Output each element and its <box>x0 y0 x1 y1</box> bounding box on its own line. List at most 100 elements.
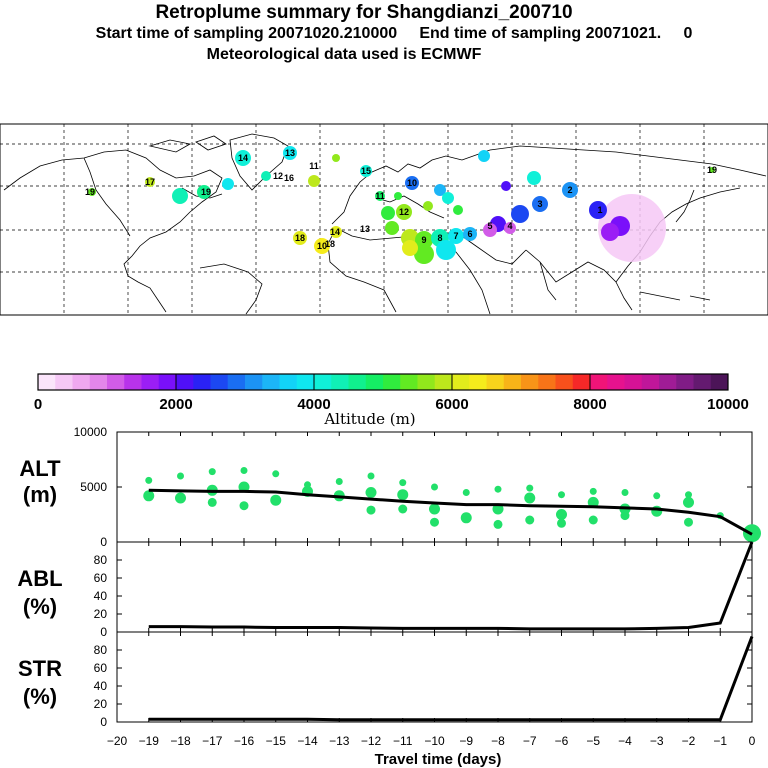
colorbar-cell <box>365 374 384 390</box>
colorbar-tick-label: 8000 <box>573 396 606 413</box>
trajectory-day-label: 12 <box>399 207 409 217</box>
colorbar-cell <box>659 374 677 390</box>
trajectory-day-label: 11 <box>375 191 385 201</box>
series-line-str <box>148 635 754 722</box>
y-tick-label: 20 <box>94 607 108 621</box>
colorbar-cell <box>55 374 73 390</box>
trajectory-day-label: 8 <box>437 233 442 243</box>
colorbar-cell <box>176 374 194 390</box>
x-tick-label: −4 <box>618 734 632 748</box>
trajectory-cluster-dot <box>436 240 456 260</box>
trajectory-day-label: 10 <box>407 178 417 188</box>
trajectory-cluster-dot <box>394 192 402 200</box>
trajectory-cluster-dot <box>283 146 297 160</box>
trajectory-day-label: 15 <box>361 166 371 176</box>
altitude-cluster-point <box>684 517 693 527</box>
colorbar-tick-label: 6000 <box>435 396 468 413</box>
colorbar-cell <box>400 374 418 390</box>
trajectory-day-label: 4 <box>507 221 512 231</box>
altitude-cluster-point <box>429 503 440 515</box>
altitude-cluster-point <box>526 484 534 492</box>
altitude-cluster-point <box>524 492 536 504</box>
trajectory-day-label: 13 <box>285 148 295 158</box>
trajectory-cluster-dot <box>396 204 412 220</box>
altitude-cluster-point <box>272 470 280 478</box>
colorbar-cell <box>503 374 522 390</box>
panel-alt: 10000 5000 0 ALT(m) <box>19 425 761 549</box>
trajectory-day-label: 2 <box>567 185 572 195</box>
x-tick-label: −5 <box>586 734 600 748</box>
plume-source-area <box>598 194 666 262</box>
trajectory-day-label: 9 <box>421 235 426 245</box>
altitude-cluster-point <box>430 517 439 527</box>
colorbar-cell <box>486 374 505 390</box>
altitude-cluster-point <box>207 497 217 507</box>
colorbar-cells <box>38 374 729 390</box>
altitude-cluster-point <box>653 492 661 500</box>
panel-unit-label: (%) <box>23 594 57 619</box>
x-tick-label: −20 <box>107 734 128 748</box>
trajectory-day-label: 11 <box>309 161 319 171</box>
trajectory-cluster-dot <box>527 171 541 185</box>
trajectory-cluster-dot <box>375 191 385 201</box>
colorbar-cell <box>89 374 108 390</box>
trajectory-cluster-dot <box>504 222 516 234</box>
colorbar-cell <box>193 374 211 390</box>
colorbar-cell <box>331 374 349 390</box>
met-data-line: Meteorological data used is ECMWF <box>206 46 482 63</box>
trajectory-cluster-dot <box>330 226 342 238</box>
colorbar-cell <box>710 374 729 390</box>
trajectory-cluster-dot <box>423 201 433 211</box>
colorbar-cell <box>590 374 608 390</box>
colorbar-cell <box>72 374 91 390</box>
trajectory-cluster-dot <box>463 227 477 241</box>
trajectory-cluster-dot <box>453 205 463 215</box>
trajectory-day-label: 19 <box>201 187 211 197</box>
trajectory-cluster-dot <box>314 238 330 254</box>
colorbar-cell <box>383 374 401 390</box>
panel-label: STR <box>18 656 62 681</box>
trajectory-cluster-dot <box>415 231 433 249</box>
y-tick-label: 0 <box>100 715 107 729</box>
x-axis-labels: −20 −19 −18 −17 −16 −15 −14 −13 −12 −11 −10 −9 −8 −7−… <box>107 734 756 768</box>
x-tick-label: −13 <box>329 734 350 748</box>
altitude-cluster-point <box>460 512 472 524</box>
panel-label: ABL <box>17 566 62 591</box>
time-series-panels: 10000 5000 0 ALT(m) 80 60 40 20 0 ABL (%) 80 60 40 20 0… <box>17 425 761 768</box>
colorbar-cell <box>38 374 56 390</box>
colorbar-tick-label: 10000 <box>707 396 749 413</box>
colorbar-ticks: 0 2000 4000 6000 8000 10000 <box>34 374 749 413</box>
altitude-cluster-point <box>556 509 567 520</box>
sampling-time-line: Start time of sampling 20071020.210000 E… <box>95 25 693 42</box>
trajectory-cluster-dot <box>511 205 529 223</box>
trajectory-day-label: 19 <box>707 165 717 175</box>
trajectory-cluster-dot <box>601 223 619 241</box>
panel-label: ALT <box>19 456 61 481</box>
trajectory-cluster-dot <box>434 184 446 196</box>
trajectory-cluster-dot <box>385 221 399 235</box>
trajectory-cluster-dot <box>532 196 548 212</box>
altitude-cluster-point <box>398 504 408 514</box>
x-tick-label: −8 <box>491 734 505 748</box>
trajectory-cluster-dot <box>501 181 511 191</box>
altitude-cluster-point <box>558 491 565 499</box>
x-tick-label: −2 <box>682 734 696 748</box>
x-tick-label: −10 <box>424 734 445 748</box>
trajectory-cluster-dot <box>405 176 419 190</box>
colorbar-tick-label: 0 <box>34 396 42 413</box>
colorbar-cell <box>676 374 694 390</box>
colorbar-cell <box>262 374 280 390</box>
colorbar-cell <box>279 374 298 390</box>
x-tick-label: −15 <box>266 734 287 748</box>
altitude-cluster-point <box>177 472 184 480</box>
colorbar-cell <box>210 374 229 390</box>
altitude-cluster-point <box>238 481 250 493</box>
map-gridlines <box>0 124 768 315</box>
altitude-cluster-point <box>431 483 438 491</box>
altitude-cluster-point <box>462 489 470 496</box>
trajectory-day-label: 3 <box>537 199 542 209</box>
trajectory-cluster-dot <box>448 228 464 244</box>
altitude-cluster-point <box>145 476 153 484</box>
trajectory-day-label: 6 <box>467 229 472 239</box>
y-tick-label: 60 <box>94 571 108 585</box>
